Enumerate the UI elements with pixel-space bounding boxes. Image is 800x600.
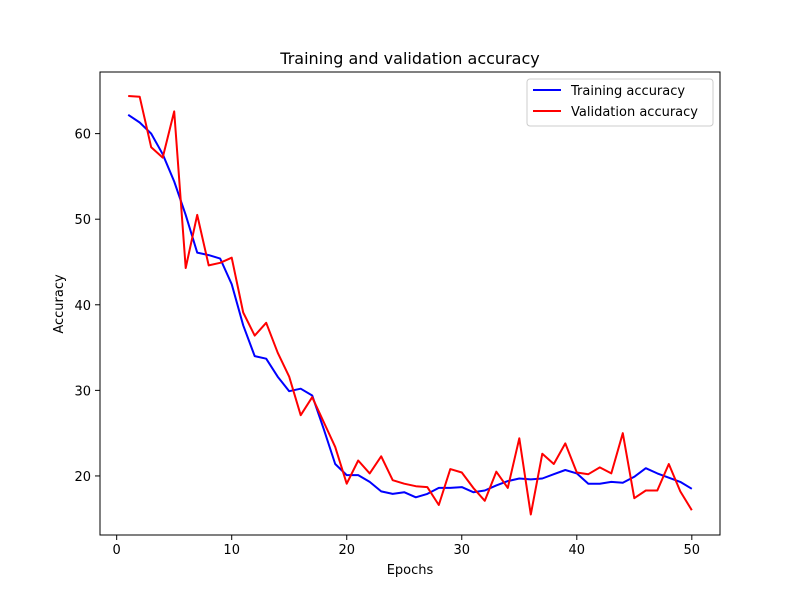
x-axis-label: Epochs <box>387 563 434 578</box>
legend: Training accuracy Validation accuracy <box>526 78 714 127</box>
x-tick-label: 10 <box>223 543 240 558</box>
chart-title: Training and validation accuracy <box>279 49 539 68</box>
legend-label-validation: Validation accuracy <box>571 105 698 120</box>
x-tick-label: 0 <box>113 543 121 558</box>
y-tick-label: 20 <box>74 470 91 485</box>
x-tick-label: 30 <box>453 543 470 558</box>
legend-box <box>526 78 714 127</box>
y-tick-label: 30 <box>74 384 91 399</box>
y-tick-label: 50 <box>74 213 91 228</box>
y-tick-label: 60 <box>74 128 91 143</box>
x-tick-label: 40 <box>569 543 586 558</box>
plot-area <box>127 95 693 516</box>
y-tick-label: 40 <box>74 299 91 314</box>
x-tick-label: 50 <box>684 543 701 558</box>
series-line-validation-accuracy <box>128 95 693 516</box>
series-line-training-accuracy <box>127 113 693 499</box>
x-tick-label: 20 <box>338 543 355 558</box>
y-axis-label: Accuracy <box>52 274 67 334</box>
x-axis: 0 10 20 30 40 50 <box>113 535 701 558</box>
legend-label-training: Training accuracy <box>570 84 685 99</box>
plot-frame <box>99 71 721 536</box>
y-axis: 20 30 40 50 60 <box>74 128 100 485</box>
